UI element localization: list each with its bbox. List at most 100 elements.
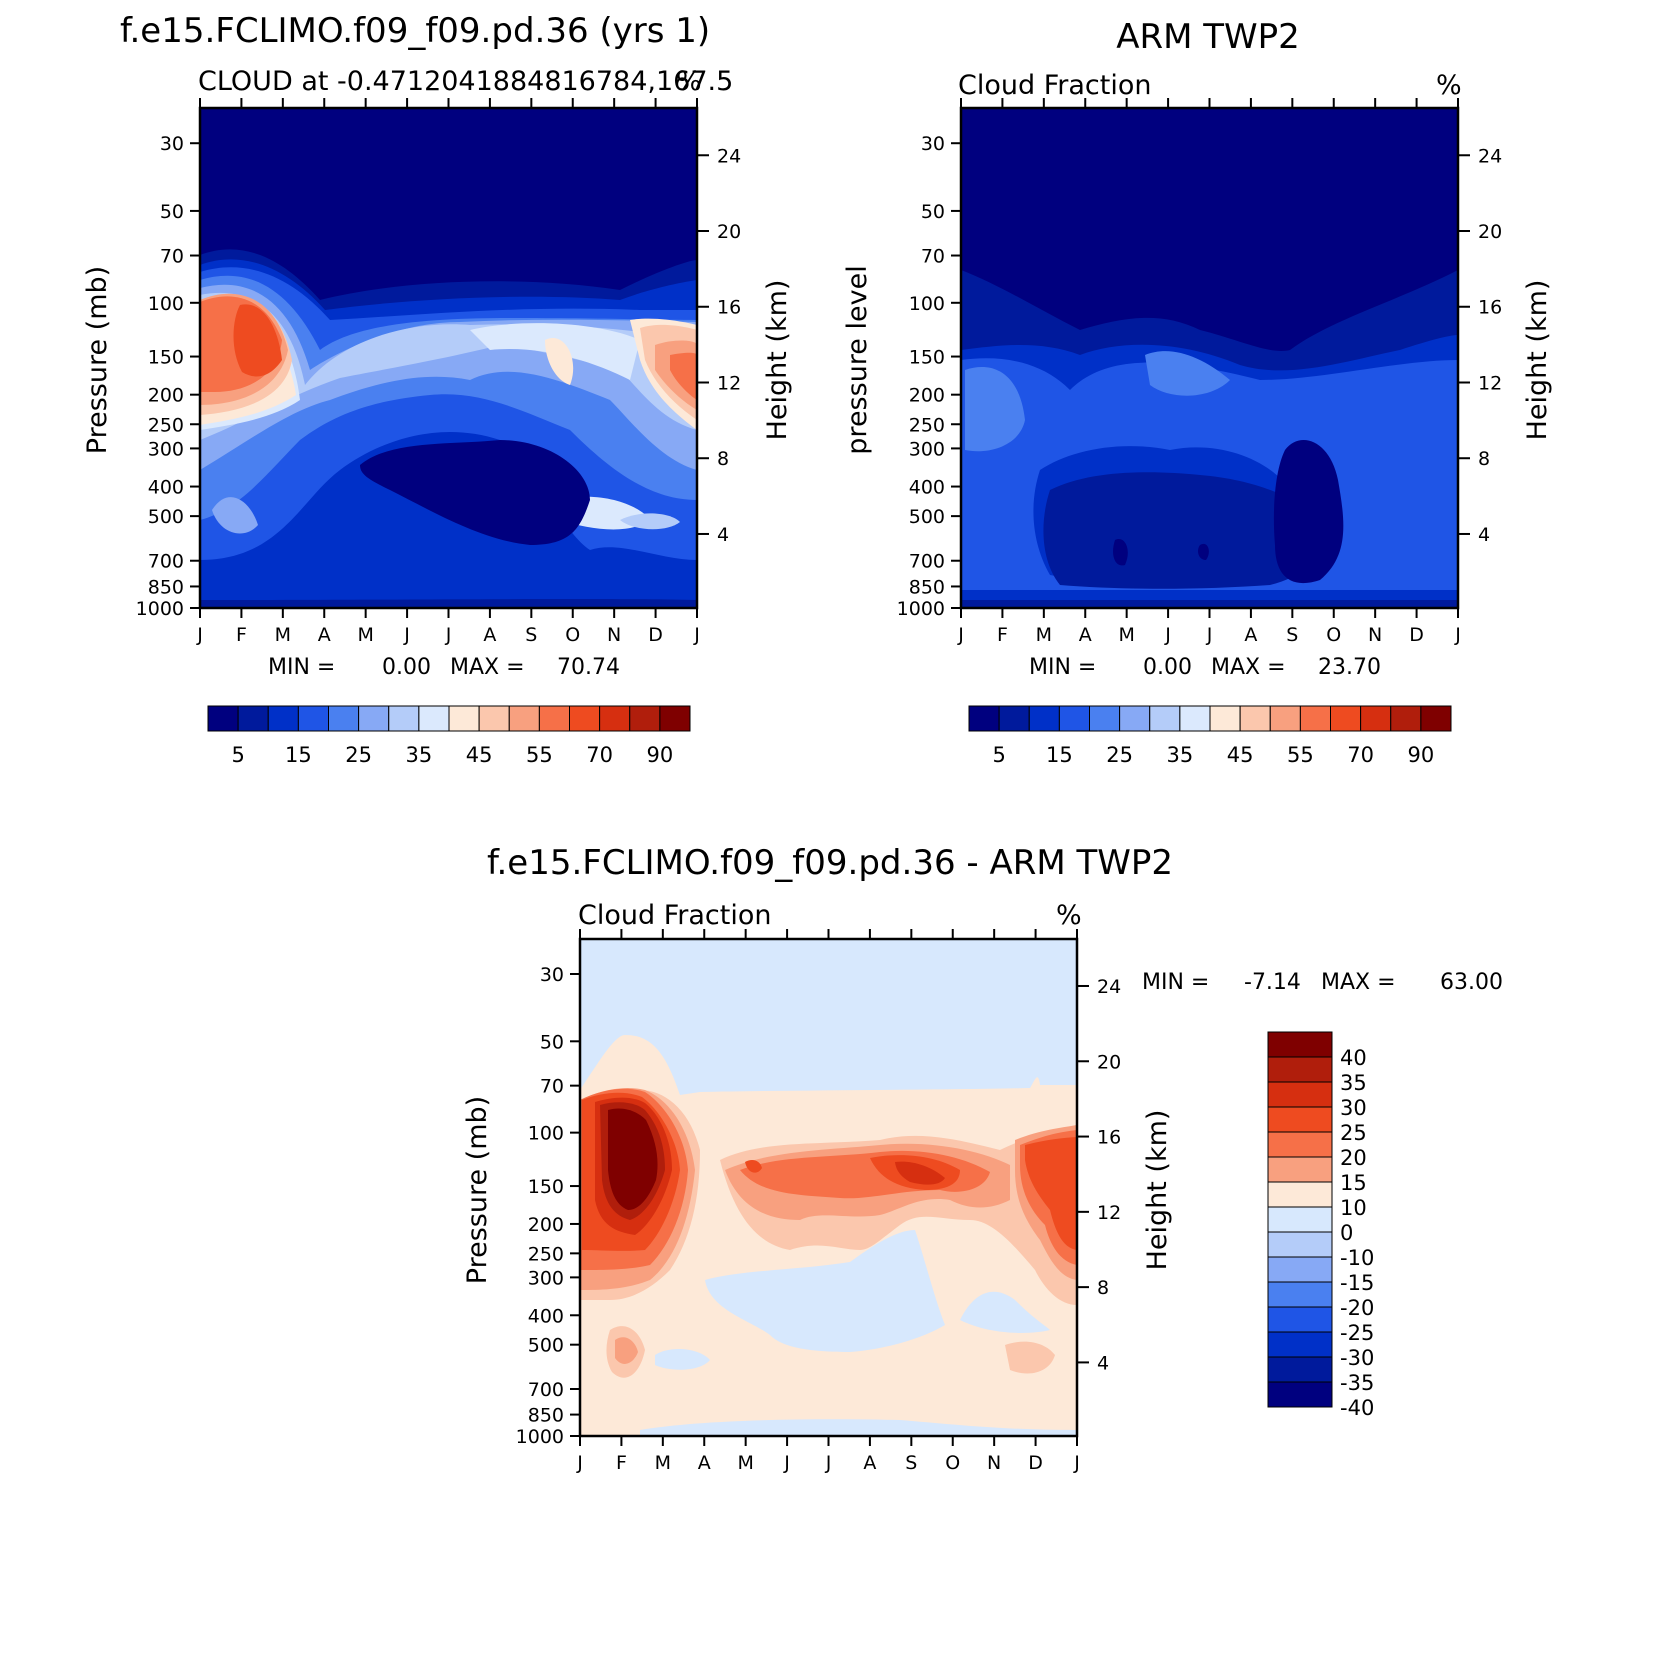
colorbar-box — [1267, 1381, 1333, 1408]
y-tick-label: 70 — [921, 246, 945, 268]
colorbar-box — [508, 705, 540, 732]
colorbar-box — [1119, 705, 1151, 732]
colorbar-box — [1330, 705, 1362, 732]
colorbar-label: 25 — [1106, 743, 1133, 767]
panel-obs-ylabel-right: Height (km) — [1522, 280, 1553, 441]
colorbar-box — [1267, 1156, 1333, 1183]
y-tick-label: 400 — [909, 477, 945, 499]
y-tick-label: 30 — [160, 133, 184, 155]
colorbar-box — [538, 705, 570, 732]
y-tick-label: 1000 — [516, 1426, 564, 1448]
panel-diff-min-value: -7.14 — [1244, 970, 1301, 995]
colorbar-box — [1267, 1181, 1333, 1208]
diff-band-20 — [580, 1088, 1077, 1270]
panel-model: f.e15.FCLIMO.f09_f09.pd.36 (yrs 1) CLOUD… — [82, 11, 793, 767]
model-band-low — [200, 600, 697, 608]
x-tick-label: M — [1036, 624, 1052, 646]
colorbar-box — [448, 705, 480, 732]
colorbar-label: 10 — [1340, 1196, 1367, 1220]
colorbar-box — [418, 705, 450, 732]
obs-band-5 — [1043, 472, 1323, 589]
right-tick-label: 20 — [1478, 221, 1502, 243]
model-minimum — [360, 440, 590, 545]
panel-obs-colorbar: 5 15 25 35 45 55 70 90 — [968, 705, 1452, 767]
colorbar-box — [1209, 705, 1241, 732]
panel-obs-right-ticks: 24 20 16 12 8 4 — [1458, 145, 1502, 546]
colorbar-box — [1267, 1031, 1333, 1058]
colorbar-label: 55 — [526, 743, 553, 767]
colorbar-box — [1267, 1281, 1333, 1308]
colorbar-box — [207, 705, 239, 732]
colorbar-label: 0 — [1340, 1221, 1353, 1245]
panel-diff-subtitle: Cloud Fraction — [578, 900, 771, 931]
model-blob-b — [620, 513, 680, 530]
y-tick-label: 150 — [909, 347, 945, 369]
panel-model-units: % — [676, 66, 702, 97]
right-tick-label: 8 — [1097, 1277, 1109, 1299]
colorbar-box — [297, 705, 329, 732]
panel-model-ylabel: Pressure (mb) — [82, 266, 113, 454]
colorbar-box — [237, 705, 269, 732]
right-tick-label: 12 — [1478, 372, 1502, 394]
y-tick-label: 300 — [528, 1267, 564, 1289]
x-tick-label: O — [565, 624, 580, 646]
right-tick-label: 12 — [717, 372, 741, 394]
x-tick-label: S — [905, 1452, 917, 1474]
panel-diff-right-ticks: 24 20 16 12 8 4 — [1077, 976, 1121, 1374]
y-tick-label: 150 — [528, 1176, 564, 1198]
panel-model-colorbar: 5 15 25 35 45 55 70 90 — [207, 705, 691, 767]
panel-model-max-value: 70.74 — [557, 655, 620, 680]
y-tick-label: 250 — [909, 414, 945, 436]
colorbar-box — [1089, 705, 1121, 732]
panel-obs-min-label: MIN = — [1029, 655, 1096, 680]
y-tick-label: 200 — [148, 385, 184, 407]
x-tick-label: J — [1206, 624, 1213, 646]
colorbar-box — [599, 705, 631, 732]
obs-band-6 — [965, 351, 1230, 452]
colorbar-box — [1149, 705, 1181, 732]
x-tick-label: F — [997, 624, 1008, 646]
panel-obs-title: ARM TWP2 — [1116, 17, 1300, 57]
colorbar-label: 35 — [1167, 743, 1194, 767]
x-tick-label: A — [318, 624, 331, 646]
y-tick-label: 1000 — [136, 598, 184, 620]
colorbar-box — [968, 705, 1000, 732]
colorbar-box — [1239, 705, 1271, 732]
colorbar-label: 5 — [992, 743, 1005, 767]
panel-model-contours — [200, 108, 697, 608]
colorbar-label: -35 — [1340, 1371, 1374, 1395]
x-tick-label: D — [1028, 1452, 1043, 1474]
x-tick-label: J — [957, 624, 964, 646]
x-tick-label: O — [1326, 624, 1341, 646]
right-tick-label: 4 — [717, 524, 729, 546]
panel-obs-ylabel: pressure level — [842, 265, 873, 454]
colorbar-box — [1420, 705, 1452, 732]
y-tick-label: 300 — [909, 438, 945, 460]
panel-diff: f.e15.FCLIMO.f09_f09.pd.36 - ARM TWP2 Cl… — [462, 843, 1503, 1474]
colorbar-box — [1267, 1331, 1333, 1358]
y-tick-label: 700 — [909, 551, 945, 573]
colorbar-label: -25 — [1340, 1321, 1374, 1345]
x-tick-label: M — [1118, 624, 1134, 646]
y-tick-label: 100 — [909, 293, 945, 315]
x-tick-label: S — [1286, 624, 1298, 646]
y-tick-label: 700 — [528, 1379, 564, 1401]
x-tick-label: A — [863, 1452, 876, 1474]
x-tick-label: J — [196, 624, 203, 646]
colorbar-box — [569, 705, 601, 732]
y-tick-label: 200 — [528, 1214, 564, 1236]
colorbar-label: 90 — [647, 743, 674, 767]
colorbar-box — [998, 705, 1030, 732]
diff-band-40 — [608, 1108, 658, 1210]
colorbar-label: 40 — [1340, 1046, 1367, 1070]
colorbar-label: 70 — [1347, 743, 1374, 767]
x-tick-label: A — [483, 624, 496, 646]
y-tick-label: 250 — [148, 414, 184, 436]
y-tick-label: 50 — [160, 201, 184, 223]
